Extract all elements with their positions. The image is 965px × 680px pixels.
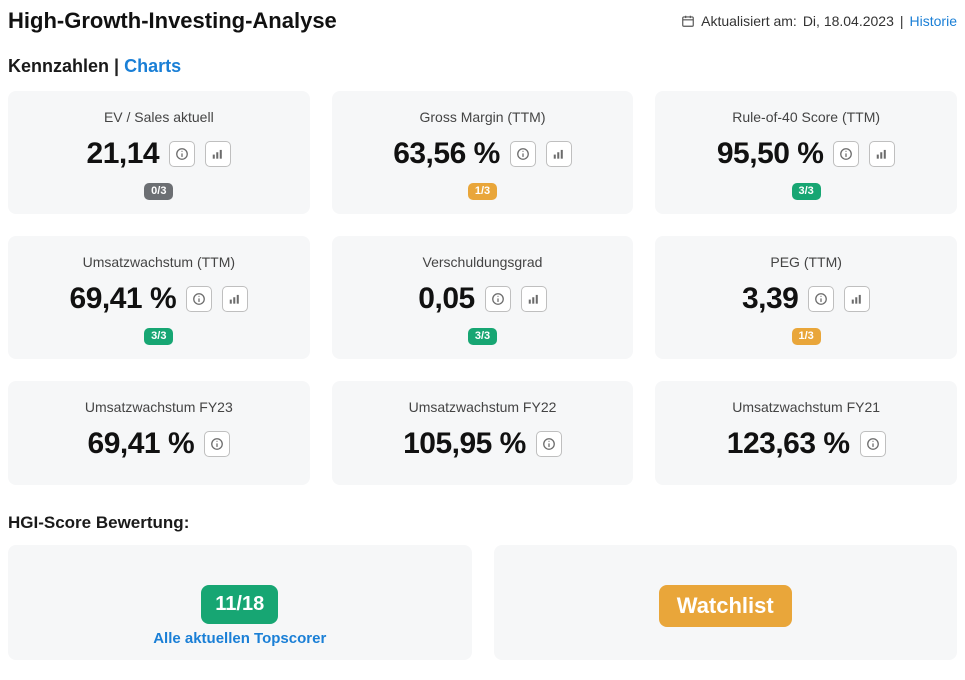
info-icon[interactable] <box>169 141 195 167</box>
info-icon[interactable] <box>860 431 886 457</box>
info-icon[interactable] <box>510 141 536 167</box>
metric-label: Rule-of-40 Score (TTM) <box>665 109 947 125</box>
metric-label: Verschuldungsgrad <box>342 254 624 270</box>
metric-card: Umsatzwachstum FY23 69,41 % <box>8 381 310 485</box>
metric-value: 0,05 <box>418 282 474 316</box>
updated-prefix: Aktualisiert am: <box>701 13 797 29</box>
watchlist-card: Watchlist <box>494 545 958 660</box>
metric-value-row: 63,56 % <box>342 137 624 171</box>
metric-value-row: 0,05 <box>342 282 624 316</box>
metric-card: Gross Margin (TTM) 63,56 % 1/3 <box>332 91 634 214</box>
metric-card: Umsatzwachstum FY22 105,95 % <box>332 381 634 485</box>
metric-value-row: 21,14 <box>18 137 300 171</box>
metric-card: Verschuldungsgrad 0,05 3/3 <box>332 236 634 359</box>
info-icon[interactable] <box>808 286 834 312</box>
metric-card: PEG (TTM) 3,39 1/3 <box>655 236 957 359</box>
info-icon[interactable] <box>204 431 230 457</box>
metric-value-row: 69,41 % <box>18 427 300 461</box>
metric-value-row: 105,95 % <box>342 427 624 461</box>
metrics-grid: EV / Sales aktuell 21,14 0/3 Gross Margin (… <box>8 91 957 485</box>
tab-kennzahlen[interactable]: Kennzahlen <box>8 56 109 76</box>
chart-icon[interactable] <box>222 286 248 312</box>
metric-value-row: 3,39 <box>665 282 947 316</box>
info-icon[interactable] <box>833 141 859 167</box>
metric-card: Rule-of-40 Score (TTM) 95,50 % 3/3 <box>655 91 957 214</box>
score-pill: 3/3 <box>792 183 821 200</box>
metric-label: Umsatzwachstum FY21 <box>665 399 947 415</box>
chart-icon[interactable] <box>546 141 572 167</box>
metric-value-row: 95,50 % <box>665 137 947 171</box>
chart-icon[interactable] <box>844 286 870 312</box>
metric-value: 63,56 % <box>393 137 500 171</box>
score-card: 11/18 Alle aktuellen Topscorer <box>8 545 472 660</box>
metric-card: Umsatzwachstum (TTM) 69,41 % 3/3 <box>8 236 310 359</box>
separator: | <box>900 13 904 29</box>
history-link[interactable]: Historie <box>910 13 957 29</box>
score-pill: 3/3 <box>468 328 497 345</box>
metric-value-row: 123,63 % <box>665 427 947 461</box>
metric-label: Umsatzwachstum FY22 <box>342 399 624 415</box>
metric-value: 3,39 <box>742 282 798 316</box>
calendar-icon <box>681 14 695 28</box>
metric-value: 95,50 % <box>717 137 824 171</box>
metric-card: EV / Sales aktuell 21,14 0/3 <box>8 91 310 214</box>
tab-charts[interactable]: Charts <box>124 56 181 76</box>
info-icon[interactable] <box>186 286 212 312</box>
tab-separator: | <box>114 56 119 76</box>
chart-icon[interactable] <box>521 286 547 312</box>
score-badge: 11/18 <box>201 585 278 624</box>
chart-icon[interactable] <box>205 141 231 167</box>
metric-label: Umsatzwachstum FY23 <box>18 399 300 415</box>
updated-meta: Aktualisiert am: Di, 18.04.2023 | Histor… <box>681 13 957 29</box>
metric-value-row: 69,41 % <box>18 282 300 316</box>
metric-value: 21,14 <box>87 137 160 171</box>
score-pill: 0/3 <box>144 183 173 200</box>
updated-date: Di, 18.04.2023 <box>803 13 894 29</box>
metric-card: Umsatzwachstum FY21 123,63 % <box>655 381 957 485</box>
score-section-title: HGI-Score Bewertung: <box>8 513 957 533</box>
score-pill: 1/3 <box>792 328 821 345</box>
metric-value: 69,41 % <box>70 282 177 316</box>
score-pill: 1/3 <box>468 183 497 200</box>
metric-value: 123,63 % <box>727 427 850 461</box>
info-icon[interactable] <box>485 286 511 312</box>
metric-label: EV / Sales aktuell <box>18 109 300 125</box>
tabs: Kennzahlen | Charts <box>8 56 957 77</box>
metric-label: PEG (TTM) <box>665 254 947 270</box>
metric-label: Umsatzwachstum (TTM) <box>18 254 300 270</box>
metric-label: Gross Margin (TTM) <box>342 109 624 125</box>
topscorer-link[interactable]: Alle aktuellen Topscorer <box>18 630 462 647</box>
chart-icon[interactable] <box>869 141 895 167</box>
score-pill: 3/3 <box>144 328 173 345</box>
metric-value: 105,95 % <box>403 427 526 461</box>
watchlist-button[interactable]: Watchlist <box>659 585 792 627</box>
page-title: High-Growth-Investing-Analyse <box>8 8 337 34</box>
metric-value: 69,41 % <box>88 427 195 461</box>
info-icon[interactable] <box>536 431 562 457</box>
